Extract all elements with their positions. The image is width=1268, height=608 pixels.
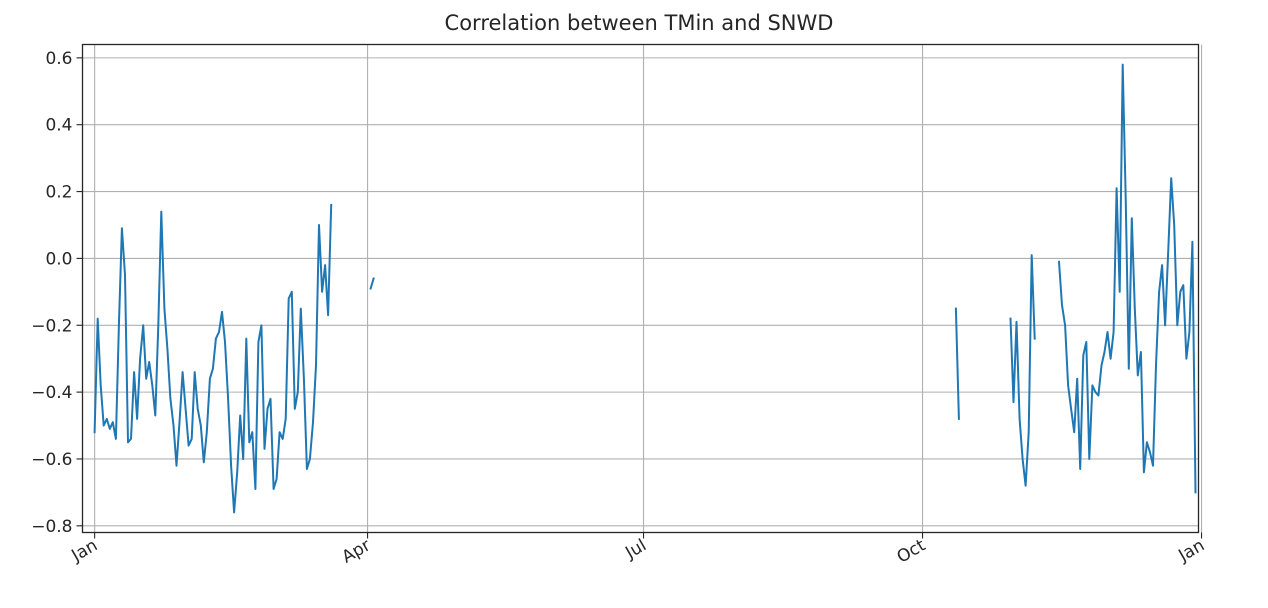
y-tick-label: −0.6: [31, 450, 72, 470]
y-tick-label: −0.4: [31, 383, 72, 403]
x-tick-label: Jul: [621, 536, 650, 564]
axes-frame: [81, 43, 1200, 534]
x-axis: Jan Apr Jul Oct Jan: [68, 532, 1208, 568]
x-tick-label: Apr: [339, 536, 374, 568]
y-tick-label: −0.8: [31, 517, 72, 537]
grid-lines: [82, 44, 1203, 533]
y-tick-label: 0.6: [45, 49, 72, 69]
y-tick-label: −0.2: [31, 316, 72, 336]
x-tick-label: Oct: [894, 535, 930, 567]
series-line-segment: [369, 277, 375, 290]
chart-title: Correlation between TMin and SNWD: [445, 11, 834, 35]
x-tick-label: Jan: [1174, 536, 1208, 567]
y-tick-label: 0.4: [45, 116, 72, 136]
x-tick-label: Jan: [68, 536, 102, 567]
series-line-segment: [93, 203, 333, 514]
y-axis: −0.8 −0.6 −0.4 −0.2 0.0 0.2 0.4 0.6: [31, 49, 83, 537]
series-line-segment: [954, 307, 960, 420]
series-line-segment: [1057, 63, 1197, 494]
plot-lines: [93, 63, 1197, 514]
series-line-segment: [1009, 254, 1036, 487]
y-tick-label: 0.0: [45, 249, 72, 269]
y-tick-label: 0.2: [45, 183, 72, 203]
